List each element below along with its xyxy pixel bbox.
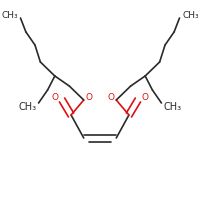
- Text: CH₃: CH₃: [19, 102, 37, 112]
- Text: CH₃: CH₃: [182, 11, 199, 21]
- Text: O: O: [51, 94, 58, 102]
- Text: CH₃: CH₃: [163, 102, 181, 112]
- Text: O: O: [107, 92, 114, 102]
- Text: O: O: [142, 94, 149, 102]
- Text: O: O: [86, 92, 93, 102]
- Text: CH₃: CH₃: [1, 11, 18, 21]
